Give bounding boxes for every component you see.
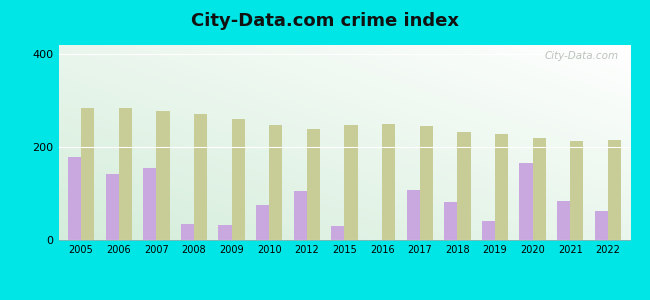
Bar bbox=[231, 119, 245, 240]
Bar bbox=[68, 158, 81, 240]
Bar bbox=[382, 124, 395, 240]
Text: City-Data.com: City-Data.com bbox=[545, 51, 619, 61]
Bar bbox=[119, 108, 132, 240]
Bar bbox=[81, 108, 94, 240]
Bar bbox=[570, 141, 584, 240]
Bar bbox=[557, 200, 570, 240]
Bar bbox=[256, 205, 269, 240]
Bar bbox=[407, 190, 420, 240]
Bar bbox=[532, 138, 546, 240]
Bar bbox=[269, 125, 282, 240]
Bar bbox=[105, 174, 119, 240]
Bar bbox=[519, 164, 532, 240]
Bar bbox=[181, 224, 194, 240]
Bar bbox=[157, 111, 170, 240]
Bar bbox=[608, 140, 621, 240]
Bar bbox=[294, 191, 307, 240]
Bar bbox=[482, 220, 495, 240]
Bar bbox=[495, 134, 508, 240]
Bar bbox=[444, 202, 458, 240]
Bar bbox=[420, 126, 433, 240]
Bar bbox=[458, 132, 471, 240]
Bar bbox=[344, 125, 358, 240]
Bar bbox=[218, 225, 231, 240]
Bar bbox=[194, 114, 207, 240]
Bar bbox=[307, 130, 320, 240]
Text: City-Data.com crime index: City-Data.com crime index bbox=[191, 12, 459, 30]
Bar bbox=[332, 226, 344, 240]
Bar bbox=[595, 211, 608, 240]
Bar bbox=[143, 168, 157, 240]
